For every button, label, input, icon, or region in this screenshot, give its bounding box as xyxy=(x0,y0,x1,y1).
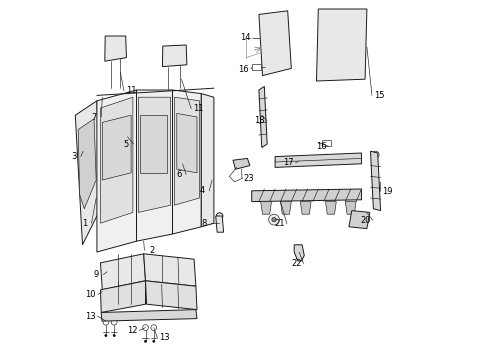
Text: 18: 18 xyxy=(254,116,264,125)
Polygon shape xyxy=(174,97,199,205)
Text: 11: 11 xyxy=(193,104,203,113)
Circle shape xyxy=(152,340,155,342)
Text: 16: 16 xyxy=(238,65,248,74)
Circle shape xyxy=(271,217,276,222)
Circle shape xyxy=(371,151,378,158)
Polygon shape xyxy=(101,97,133,223)
Polygon shape xyxy=(201,94,213,227)
Polygon shape xyxy=(294,245,304,261)
Text: 15: 15 xyxy=(373,91,384,100)
Text: 17: 17 xyxy=(283,158,293,167)
Polygon shape xyxy=(345,202,355,214)
Circle shape xyxy=(114,134,119,139)
Circle shape xyxy=(184,147,189,152)
Polygon shape xyxy=(143,254,196,286)
Circle shape xyxy=(330,158,334,163)
Polygon shape xyxy=(104,36,126,61)
Polygon shape xyxy=(78,119,96,209)
Polygon shape xyxy=(145,281,197,310)
Polygon shape xyxy=(215,216,223,232)
Polygon shape xyxy=(136,90,172,241)
Text: 7: 7 xyxy=(91,112,97,122)
Text: 14: 14 xyxy=(240,33,250,42)
Text: 6: 6 xyxy=(176,170,182,179)
Text: 21: 21 xyxy=(274,220,285,229)
Polygon shape xyxy=(101,254,145,290)
Text: 1: 1 xyxy=(81,219,87,228)
Polygon shape xyxy=(275,153,361,167)
Text: 8: 8 xyxy=(201,220,206,229)
Polygon shape xyxy=(258,11,291,76)
Polygon shape xyxy=(101,281,145,312)
Text: 13: 13 xyxy=(85,312,96,321)
Circle shape xyxy=(113,334,115,337)
Text: 10: 10 xyxy=(85,290,96,299)
Polygon shape xyxy=(232,158,249,169)
Polygon shape xyxy=(251,64,260,70)
Polygon shape xyxy=(258,86,266,148)
Circle shape xyxy=(104,334,107,337)
Polygon shape xyxy=(172,90,201,234)
Circle shape xyxy=(151,129,156,134)
Polygon shape xyxy=(97,90,136,252)
Polygon shape xyxy=(138,97,170,212)
Circle shape xyxy=(268,214,279,225)
Text: 19: 19 xyxy=(382,187,392,196)
Text: 13: 13 xyxy=(159,333,169,342)
Polygon shape xyxy=(251,189,361,202)
Polygon shape xyxy=(280,202,291,214)
Text: 20: 20 xyxy=(360,216,370,225)
Circle shape xyxy=(216,213,223,219)
Circle shape xyxy=(144,340,146,342)
Text: 5: 5 xyxy=(123,140,129,149)
Polygon shape xyxy=(348,211,369,229)
Text: 16: 16 xyxy=(315,142,326,151)
Text: 2: 2 xyxy=(149,246,154,255)
Circle shape xyxy=(151,147,156,152)
Polygon shape xyxy=(140,115,167,173)
Polygon shape xyxy=(162,45,186,67)
Circle shape xyxy=(114,152,119,157)
Text: 11: 11 xyxy=(125,86,136,95)
Polygon shape xyxy=(101,310,197,321)
Text: 22: 22 xyxy=(290,259,301,268)
Polygon shape xyxy=(316,9,366,81)
Text: 4: 4 xyxy=(199,186,204,195)
Polygon shape xyxy=(321,140,330,146)
Circle shape xyxy=(306,158,311,163)
Polygon shape xyxy=(102,115,131,180)
Circle shape xyxy=(184,129,189,134)
Polygon shape xyxy=(300,202,310,214)
Circle shape xyxy=(283,158,287,163)
Polygon shape xyxy=(177,113,197,173)
Circle shape xyxy=(349,158,354,163)
Text: 3: 3 xyxy=(71,152,76,161)
Text: 12: 12 xyxy=(127,326,137,335)
Polygon shape xyxy=(260,202,271,214)
Polygon shape xyxy=(75,101,101,245)
Polygon shape xyxy=(325,202,336,214)
Text: 9: 9 xyxy=(93,270,99,279)
Text: 23: 23 xyxy=(244,174,254,183)
Polygon shape xyxy=(370,151,380,211)
